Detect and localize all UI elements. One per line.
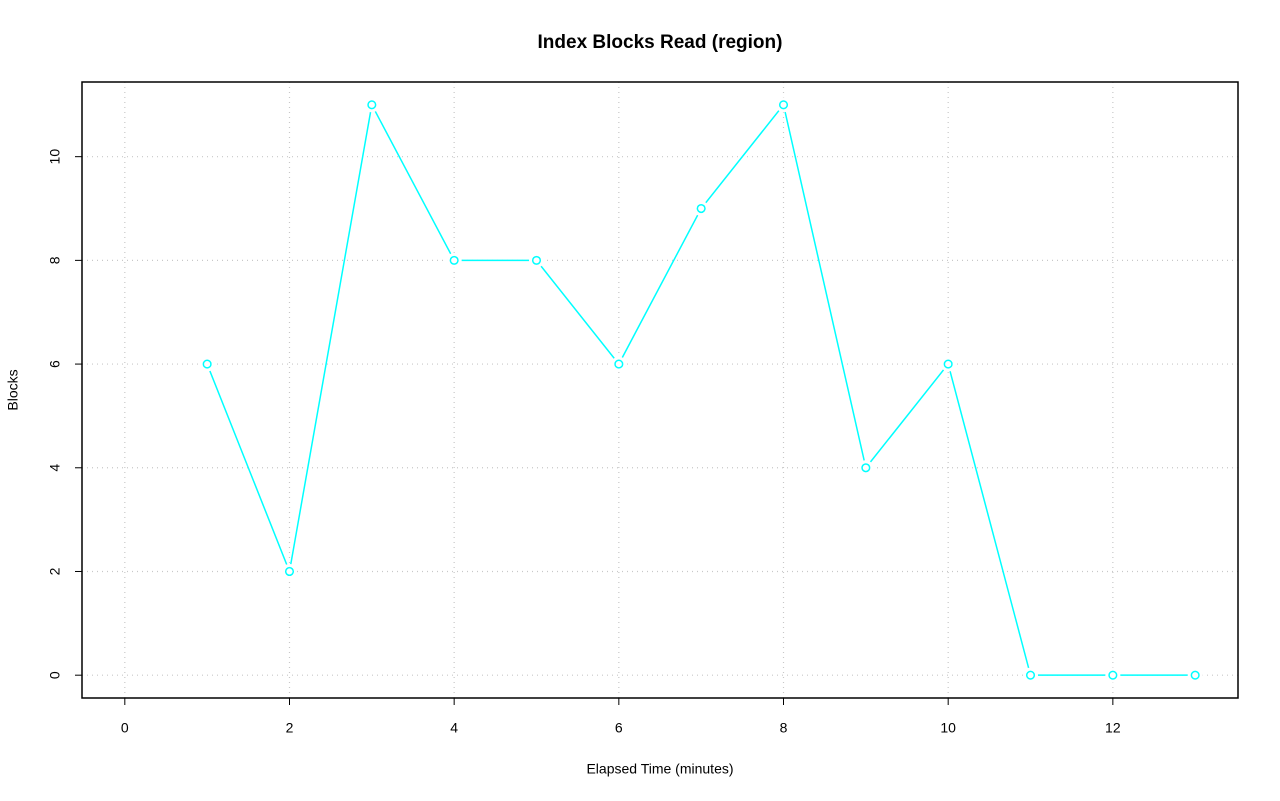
x-tick-label: 4 [450,720,458,736]
plot-frame [81,81,1239,699]
marker-halo [446,252,462,268]
marker-halo [940,356,956,372]
point [531,255,542,265]
marker-halo [281,563,297,579]
chart-title: Index Blocks Read (region) [538,32,783,53]
point [1108,670,1118,680]
point [202,359,212,369]
y-tick-label: 2 [47,567,63,575]
x-tick-label: 10 [940,720,956,736]
point [778,100,789,110]
x-tick-label: 8 [780,720,788,736]
point [367,100,377,110]
marker-halo [1105,667,1121,683]
series-line [206,102,1196,676]
y-tick-label: 6 [47,360,63,368]
x-tick-label: 6 [615,720,623,736]
x-tick-label: 0 [121,720,129,736]
marker-halo [1023,667,1039,683]
y-tick-label: 0 [47,671,63,679]
point [943,359,953,369]
x-axis-label: Elapsed Time (minutes) [586,761,733,777]
y-axis-label: Blocks [5,369,21,410]
marker-halo [611,356,627,372]
marker-halo [528,252,544,268]
point [696,203,706,214]
point [614,359,624,369]
y-tick-label: 8 [47,256,63,264]
marker-halo [364,97,380,113]
point [861,463,871,473]
marker-halo [693,201,709,217]
y-tick-label: 10 [47,149,63,165]
x-tick-label: 2 [286,720,294,736]
point [449,255,459,265]
marker-halo [1187,667,1203,683]
point [1025,670,1036,680]
marker-halo [858,460,874,476]
point [1190,670,1200,680]
x-tick-label: 12 [1105,720,1121,736]
marker-halo [776,97,792,113]
point [284,566,295,577]
y-tick-label: 4 [47,464,63,472]
marker-halo [199,356,215,372]
